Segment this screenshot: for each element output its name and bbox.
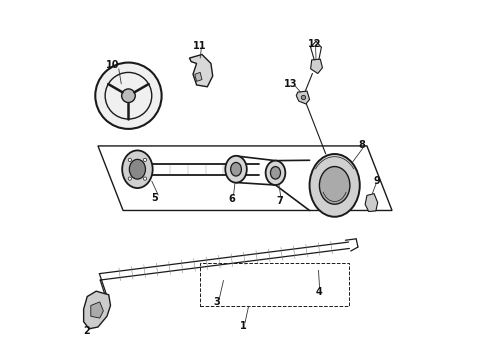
Ellipse shape [301, 95, 306, 100]
Ellipse shape [310, 154, 360, 217]
Text: 2: 2 [83, 326, 90, 336]
Text: 13: 13 [284, 79, 297, 89]
Text: 12: 12 [308, 39, 321, 49]
Ellipse shape [225, 156, 247, 183]
Polygon shape [84, 291, 111, 329]
Polygon shape [296, 91, 310, 104]
Ellipse shape [122, 150, 153, 188]
Text: 8: 8 [358, 140, 365, 150]
Ellipse shape [319, 167, 350, 204]
Text: 7: 7 [277, 196, 284, 206]
Text: 11: 11 [194, 41, 207, 50]
Ellipse shape [122, 89, 135, 103]
Text: 10: 10 [106, 60, 120, 70]
Ellipse shape [266, 161, 285, 185]
Polygon shape [190, 54, 213, 87]
Ellipse shape [128, 177, 131, 180]
Text: 6: 6 [228, 194, 235, 204]
Ellipse shape [144, 158, 147, 162]
Ellipse shape [129, 159, 146, 179]
Ellipse shape [128, 158, 131, 162]
Text: 1: 1 [240, 321, 246, 331]
Polygon shape [311, 59, 322, 73]
Ellipse shape [144, 177, 147, 180]
Ellipse shape [231, 162, 242, 176]
Ellipse shape [139, 164, 147, 175]
Text: 4: 4 [315, 287, 322, 297]
Polygon shape [365, 194, 378, 212]
Text: 3: 3 [213, 297, 220, 307]
Text: 5: 5 [151, 193, 158, 203]
Ellipse shape [95, 63, 162, 129]
Polygon shape [91, 302, 103, 318]
Ellipse shape [270, 167, 280, 179]
Text: 9: 9 [373, 176, 380, 186]
Polygon shape [195, 72, 202, 81]
